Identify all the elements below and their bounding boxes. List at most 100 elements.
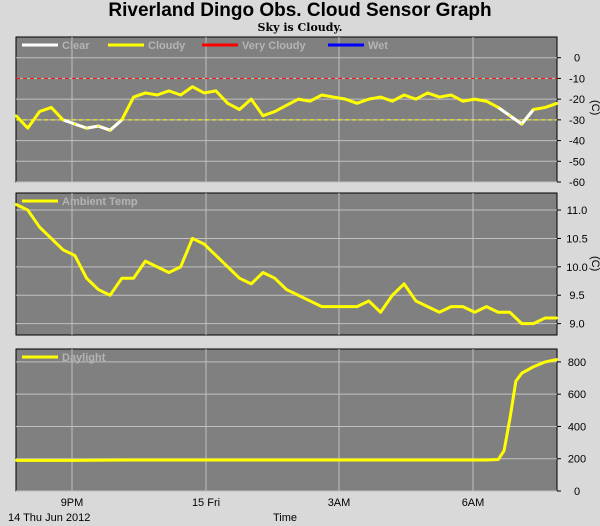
y-tick-label: 800 [568, 357, 586, 369]
legend-label-cloudy: Cloudy [148, 40, 186, 52]
sky-temp-point [308, 100, 312, 103]
sky-temp-point [38, 110, 41, 113]
sky-temp-point [285, 104, 288, 107]
sky-temp-point [273, 110, 276, 113]
ambient-temp-point [226, 265, 229, 269]
ambient-temp-point [555, 316, 559, 320]
ambient-temp-point [191, 237, 194, 240]
ambient-temp-point [26, 208, 29, 212]
y-tick-label: 0 [574, 486, 580, 498]
daylight-point [532, 365, 535, 368]
legend-label-daylight: Daylight [62, 352, 106, 364]
sky-temp-point [26, 126, 29, 130]
ambient-temp-point [496, 311, 500, 314]
sky-temp-unit: (C) [589, 100, 600, 115]
daylight-point [73, 459, 77, 462]
sky-temp-point [332, 95, 335, 99]
sky-temp-point [297, 97, 300, 101]
y-tick-label: -10 [569, 73, 585, 85]
ambient-temp-point [320, 305, 323, 308]
sky-temp-point [167, 89, 171, 93]
ambient-temp-point [120, 277, 124, 280]
sky-temp-point [555, 102, 559, 105]
sky-temp-point [261, 114, 265, 117]
daylight-point [14, 459, 18, 462]
sky-temp-point [238, 108, 241, 111]
daylight-point [426, 458, 429, 462]
y-tick-label: -40 [569, 136, 585, 148]
ambient-temp-point [544, 316, 547, 320]
chart-title: Riverland Dingo Obs. Cloud Sensor Graph [108, 0, 492, 21]
daylight-point [508, 417, 512, 420]
sky-status: Sky is Cloudy. [257, 21, 343, 34]
sky-temp-point [120, 118, 124, 122]
ambient-temp-grid [16, 193, 557, 335]
sky-temp-point [508, 114, 512, 117]
y-tick-label: 9.0 [569, 319, 584, 331]
x-tick-6am: 6AM [462, 497, 485, 509]
ambient-temp-point [38, 225, 41, 229]
y-tick-label: 400 [568, 421, 586, 433]
ambient-temp-point [391, 294, 394, 297]
sky-temp-point [85, 126, 88, 130]
x-axis-title: Time [273, 512, 297, 524]
ambient-temp-point [50, 237, 53, 240]
daylight-point [514, 380, 518, 383]
y-tick-label: 11.0 [567, 205, 588, 217]
ambient-temp-point [108, 294, 112, 297]
ambient-temp-point [426, 305, 429, 308]
ambient-temp-unit: (C) [589, 256, 600, 271]
ambient-temp-point [508, 311, 512, 314]
sky-temp-point [155, 93, 159, 97]
sky-temp-panel [15, 36, 558, 183]
daylight-series [14, 358, 559, 462]
sky-temp-point [73, 122, 77, 126]
sky-temp-point [461, 100, 465, 103]
sky-temp-point [426, 91, 429, 95]
daylight-y-ticks: 800 600 400 200 0 [557, 357, 586, 498]
y-tick-label: 10.5 [566, 233, 587, 245]
daylight-point [520, 372, 523, 375]
sky-temp-point [344, 97, 347, 101]
sky-temp-point [544, 106, 547, 109]
y-tick-label: -30 [569, 115, 585, 127]
legend-label-ambient-temp: Ambient Temp [62, 196, 138, 208]
ambient-temp-point [473, 311, 476, 314]
ambient-temp-series [14, 203, 559, 326]
sky-temp-point [97, 124, 100, 128]
daylight-point [485, 458, 488, 462]
sky-temp-point [449, 93, 453, 97]
legend-label-clear: Clear [62, 40, 90, 52]
daylight-point [132, 458, 135, 462]
daylight-point [473, 458, 476, 462]
daylight-panel [15, 348, 558, 492]
sky-temp-point [391, 100, 394, 103]
daylight-point [555, 358, 559, 361]
ambient-temp-point [449, 305, 453, 308]
x-tick-9pm: 9PM [61, 497, 84, 509]
ambient-temp-point [14, 203, 18, 206]
ambient-temp-point [414, 299, 418, 303]
ambient-temp-point [285, 288, 288, 291]
ambient-temp-legend: Ambient Temp [22, 196, 138, 208]
sky-temp-point [132, 95, 135, 99]
x-tick-3am: 3AM [328, 497, 351, 509]
y-tick-label: 10.0 [566, 262, 587, 274]
ambient-temp-point [332, 305, 335, 308]
ambient-temp-point [261, 271, 265, 274]
ambient-temp-point [214, 254, 218, 257]
sky-temp-point [61, 118, 65, 122]
clear-segment [497, 106, 535, 126]
sky-temp-y-ticks: 0 -10 -20 -30 -40 -50 -60 [557, 53, 585, 189]
daylight-point [250, 458, 253, 462]
sky-temp-point [144, 91, 147, 95]
sky-temp-point [438, 95, 441, 99]
ambient-temp-point [438, 311, 441, 314]
legend-label-very-cloudy: Very Cloudy [242, 40, 306, 52]
sky-temp-point [250, 97, 253, 101]
ambient-temp-point [202, 242, 206, 246]
sky-temp-point [379, 95, 382, 99]
clear-segment [62, 118, 123, 132]
